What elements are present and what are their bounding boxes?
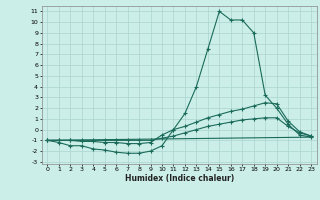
X-axis label: Humidex (Indice chaleur): Humidex (Indice chaleur) xyxy=(124,174,234,183)
